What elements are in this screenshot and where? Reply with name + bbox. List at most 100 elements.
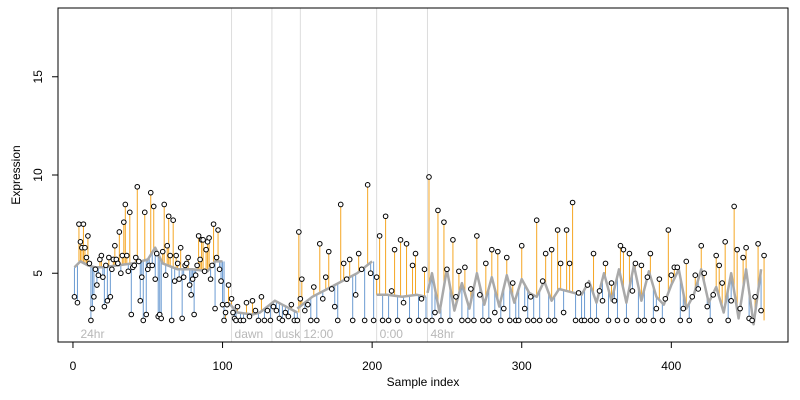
data-point bbox=[299, 276, 305, 282]
data-point bbox=[328, 286, 335, 292]
data-point bbox=[680, 305, 687, 312]
data-point bbox=[489, 246, 495, 253]
data-point bbox=[233, 317, 239, 324]
data-point bbox=[370, 317, 377, 324]
data-point bbox=[149, 262, 156, 269]
data-point bbox=[138, 274, 145, 280]
data-point bbox=[644, 274, 651, 280]
data-point bbox=[141, 209, 148, 216]
data-point bbox=[677, 317, 684, 324]
data-point bbox=[119, 252, 126, 259]
data-point bbox=[629, 288, 636, 294]
data-point bbox=[183, 260, 190, 267]
data-point bbox=[423, 317, 429, 324]
data-point bbox=[391, 246, 398, 253]
data-point bbox=[80, 221, 87, 227]
data-point bbox=[752, 294, 758, 300]
data-point bbox=[221, 317, 227, 324]
data-point bbox=[761, 252, 767, 259]
phase-label: 12:00 bbox=[303, 327, 333, 341]
data-point bbox=[659, 317, 666, 324]
data-point bbox=[575, 290, 582, 296]
data-point bbox=[150, 203, 157, 210]
data-point bbox=[158, 315, 165, 322]
y-tick-label: 10 bbox=[31, 168, 45, 182]
data-point bbox=[689, 294, 696, 300]
data-point bbox=[560, 309, 567, 316]
phase-label: dusk bbox=[275, 327, 301, 341]
data-point bbox=[412, 250, 419, 257]
data-point bbox=[279, 317, 286, 324]
data-point bbox=[167, 252, 173, 259]
phase-label: dawn bbox=[235, 327, 264, 341]
data-point bbox=[201, 268, 208, 275]
data-point bbox=[474, 233, 480, 239]
data-point bbox=[174, 260, 181, 267]
data-point bbox=[210, 221, 217, 227]
data-point bbox=[185, 254, 191, 261]
data-point bbox=[334, 317, 341, 324]
data-point bbox=[503, 254, 510, 261]
data-point bbox=[533, 217, 540, 223]
data-point bbox=[109, 266, 115, 273]
data-point bbox=[465, 317, 471, 324]
data-point bbox=[143, 311, 150, 318]
data-point bbox=[218, 278, 224, 284]
data-point bbox=[137, 297, 144, 304]
data-point bbox=[92, 266, 99, 273]
data-points bbox=[71, 174, 767, 324]
data-point bbox=[127, 209, 133, 216]
data-point bbox=[104, 297, 111, 304]
data-point bbox=[707, 317, 714, 324]
y-axis-label: Expression bbox=[9, 145, 23, 204]
data-point bbox=[557, 260, 564, 267]
data-point bbox=[626, 250, 633, 257]
data-point bbox=[246, 313, 253, 320]
data-point bbox=[548, 246, 555, 253]
data-point bbox=[483, 260, 489, 267]
phase-lines bbox=[231, 8, 428, 342]
data-point bbox=[177, 244, 184, 251]
data-point bbox=[527, 294, 534, 300]
data-point bbox=[171, 278, 178, 284]
data-point bbox=[382, 213, 389, 220]
data-point bbox=[536, 317, 543, 324]
trend-line bbox=[426, 264, 763, 326]
data-point bbox=[261, 317, 268, 324]
x-tick-label: 300 bbox=[512, 359, 532, 373]
data-point bbox=[168, 317, 175, 324]
data-point bbox=[76, 221, 82, 227]
data-point bbox=[191, 311, 197, 318]
data-point bbox=[173, 252, 179, 259]
data-point bbox=[623, 317, 630, 324]
data-point bbox=[140, 317, 147, 324]
data-point bbox=[88, 317, 94, 324]
data-point bbox=[656, 276, 663, 282]
data-point bbox=[509, 280, 516, 286]
data-point bbox=[421, 266, 428, 273]
data-point bbox=[159, 248, 166, 255]
data-point bbox=[219, 301, 226, 308]
data-point bbox=[710, 292, 717, 298]
data-point bbox=[438, 317, 444, 324]
data-point bbox=[179, 315, 185, 322]
data-point bbox=[243, 299, 250, 306]
data-point bbox=[462, 264, 468, 271]
data-point bbox=[713, 252, 719, 259]
data-point bbox=[426, 174, 432, 180]
data-point bbox=[701, 270, 708, 277]
data-point bbox=[83, 254, 90, 261]
data-point bbox=[665, 227, 672, 233]
data-point bbox=[379, 317, 386, 324]
data-point bbox=[641, 317, 648, 324]
data-point bbox=[337, 201, 344, 208]
data-point bbox=[441, 219, 447, 225]
data-point bbox=[471, 317, 477, 324]
data-point bbox=[596, 288, 603, 294]
data-point bbox=[494, 248, 501, 255]
data-point bbox=[683, 258, 690, 265]
data-point bbox=[228, 295, 235, 302]
data-point bbox=[116, 229, 123, 235]
phase-label: 0:00 bbox=[380, 327, 404, 341]
